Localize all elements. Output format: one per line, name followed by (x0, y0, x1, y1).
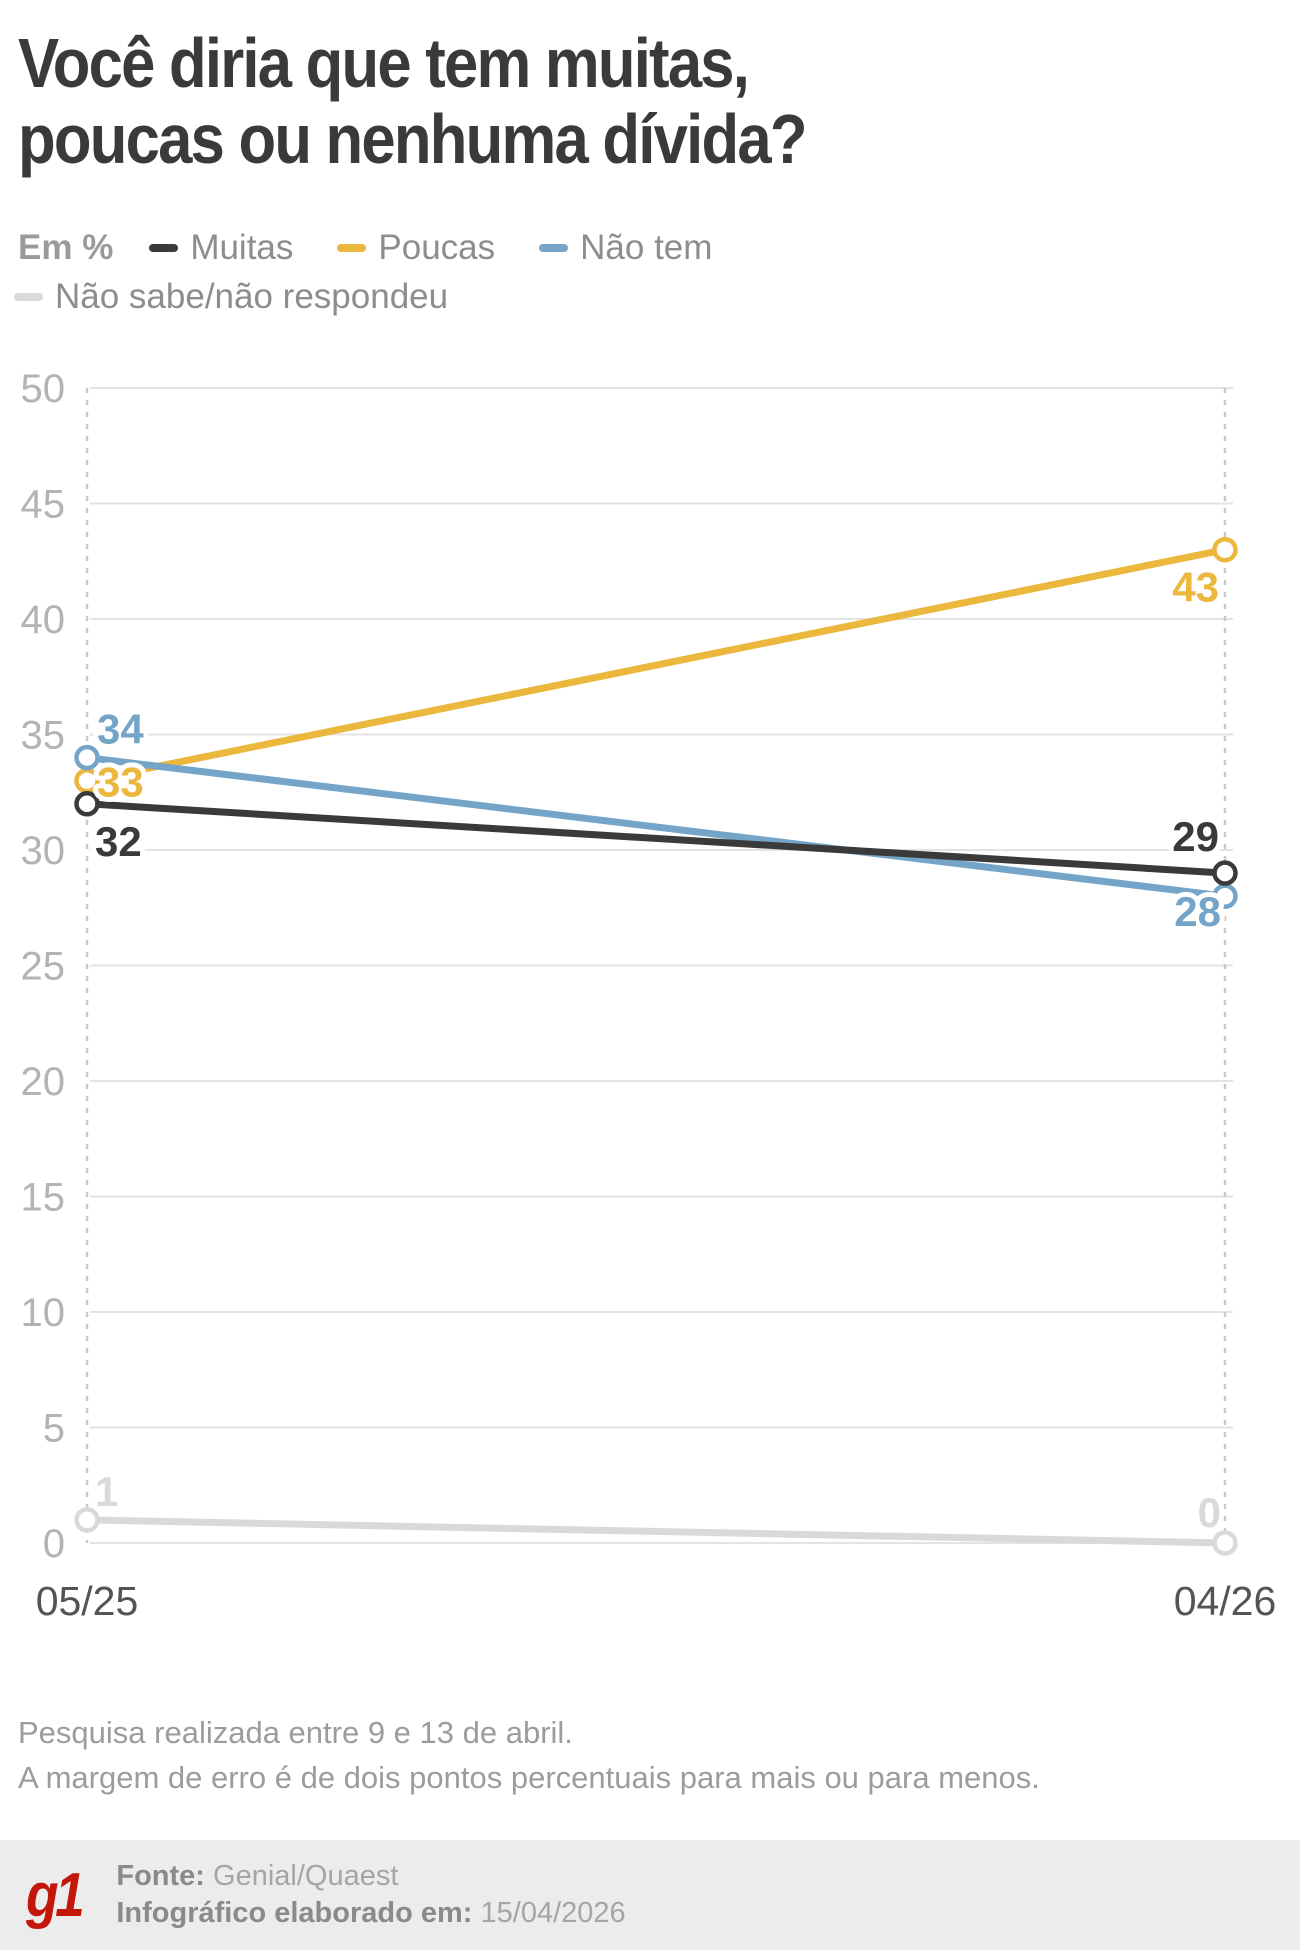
legend-item-label: Não sabe/não respondeu (55, 277, 449, 316)
x-axis-tick-label: 04/26 (1174, 1578, 1277, 1624)
y-axis-tick-label: 40 (21, 598, 66, 642)
footnotes: Pesquisa realizada entre 9 e 13 de abril… (18, 1710, 1040, 1800)
x-axis-tick-label: 05/25 (36, 1578, 139, 1624)
data-point-poucas-05-25 (74, 767, 100, 794)
source-info: Fonte: Genial/Quaest Infográfico elabora… (116, 1858, 625, 1932)
data-point-nao-tem-05-25 (74, 744, 100, 771)
source-label: Fonte: (116, 1860, 205, 1892)
legend-dash-icon (337, 244, 367, 252)
legend-item-label: Muitas (190, 228, 294, 267)
legend-dash-icon (149, 244, 179, 252)
series-line-poucas (83, 546, 1229, 785)
data-label-poucas-04-26: 43 (1172, 564, 1219, 611)
infographic-date-label: Infográfico elaborado em: (116, 1897, 473, 1929)
y-axis-tick-label: 35 (21, 714, 66, 758)
data-label-nao-tem-05-25: 34 (97, 706, 144, 753)
y-axis-tick-label: 20 (21, 1060, 66, 1104)
g1-logo: g1 (26, 1860, 85, 1930)
footnote-line-2: A margem de erro é de dois pontos percen… (18, 1760, 1040, 1795)
data-label-muitas-05-25: 32 (95, 818, 142, 865)
data-label-nao-tem-04-26: 28 (1174, 888, 1221, 935)
source-line: Fonte: Genial/Quaest (116, 1858, 625, 1895)
data-point-muitas-05-25 (74, 791, 100, 817)
y-axis-tick-label: 25 (21, 945, 66, 989)
data-point-nao-sabe-nao-respondeu-05-25 (74, 1507, 100, 1533)
footnote-line-1: Pesquisa realizada entre 9 e 13 de abril… (18, 1715, 573, 1750)
series-line-nao-sabe-nao-respondeu (83, 1516, 1229, 1547)
source-bar: g1 Fonte: Genial/Quaest Infográfico elab… (0, 1840, 1300, 1950)
y-axis-tick-label: 15 (21, 1176, 66, 1220)
data-label-nao-sabe-nao-respondeu-04-26: 0 (1198, 1489, 1221, 1536)
y-axis-tick-label: 5 (43, 1407, 65, 1451)
legend-row-2: Não sabe/não respondeu (14, 277, 492, 317)
legend-item-muitas: Muitas (149, 228, 293, 268)
title-line-2: poucas ou nenhuma dívida? (18, 99, 807, 178)
infographic-date-line: Infográfico elaborado em: 15/04/2026 (116, 1895, 625, 1932)
y-axis-tick-label: 50 (21, 367, 66, 411)
legend-row-1: Em % Muitas Poucas Não tem (18, 228, 756, 268)
source-value: Genial/Quaest (213, 1860, 399, 1892)
series-line-nao-tem (83, 754, 1229, 900)
legend-dash-icon (14, 293, 43, 301)
data-label-muitas-04-26: 29 (1172, 813, 1219, 860)
page-title: Você diria que tem muitas, poucas ou nen… (18, 24, 807, 178)
legend-dash-icon (539, 244, 569, 252)
series-line-muitas (83, 800, 1229, 877)
data-label-poucas-05-25: 33 (97, 759, 144, 806)
y-axis-tick-label: 10 (21, 1291, 66, 1335)
data-point-muitas-04-26 (1212, 860, 1238, 886)
data-point-poucas-04-26 (1212, 536, 1238, 563)
legend-item-label: Poucas (378, 228, 496, 267)
y-axis-tick-label: 0 (43, 1522, 65, 1566)
legend-unit-label: Em % (18, 228, 114, 267)
legend-item-nao-sabe-nao-respondeu: Não sabe/não respondeu (14, 277, 448, 317)
legend-item-poucas: Poucas (337, 228, 495, 268)
y-axis-tick-label: 30 (21, 829, 66, 873)
legend-item-nao-tem: Não tem (539, 228, 712, 268)
y-axis-tick-label: 45 (21, 483, 66, 527)
data-label-nao-sabe-nao-respondeu-05-25: 1 (95, 1468, 118, 1515)
infographic-date-value: 15/04/2026 (480, 1897, 626, 1929)
data-point-nao-sabe-nao-respondeu-04-26 (1212, 1530, 1238, 1556)
title-line-1: Você diria que tem muitas, (18, 24, 750, 102)
legend-item-label: Não tem (580, 228, 713, 267)
